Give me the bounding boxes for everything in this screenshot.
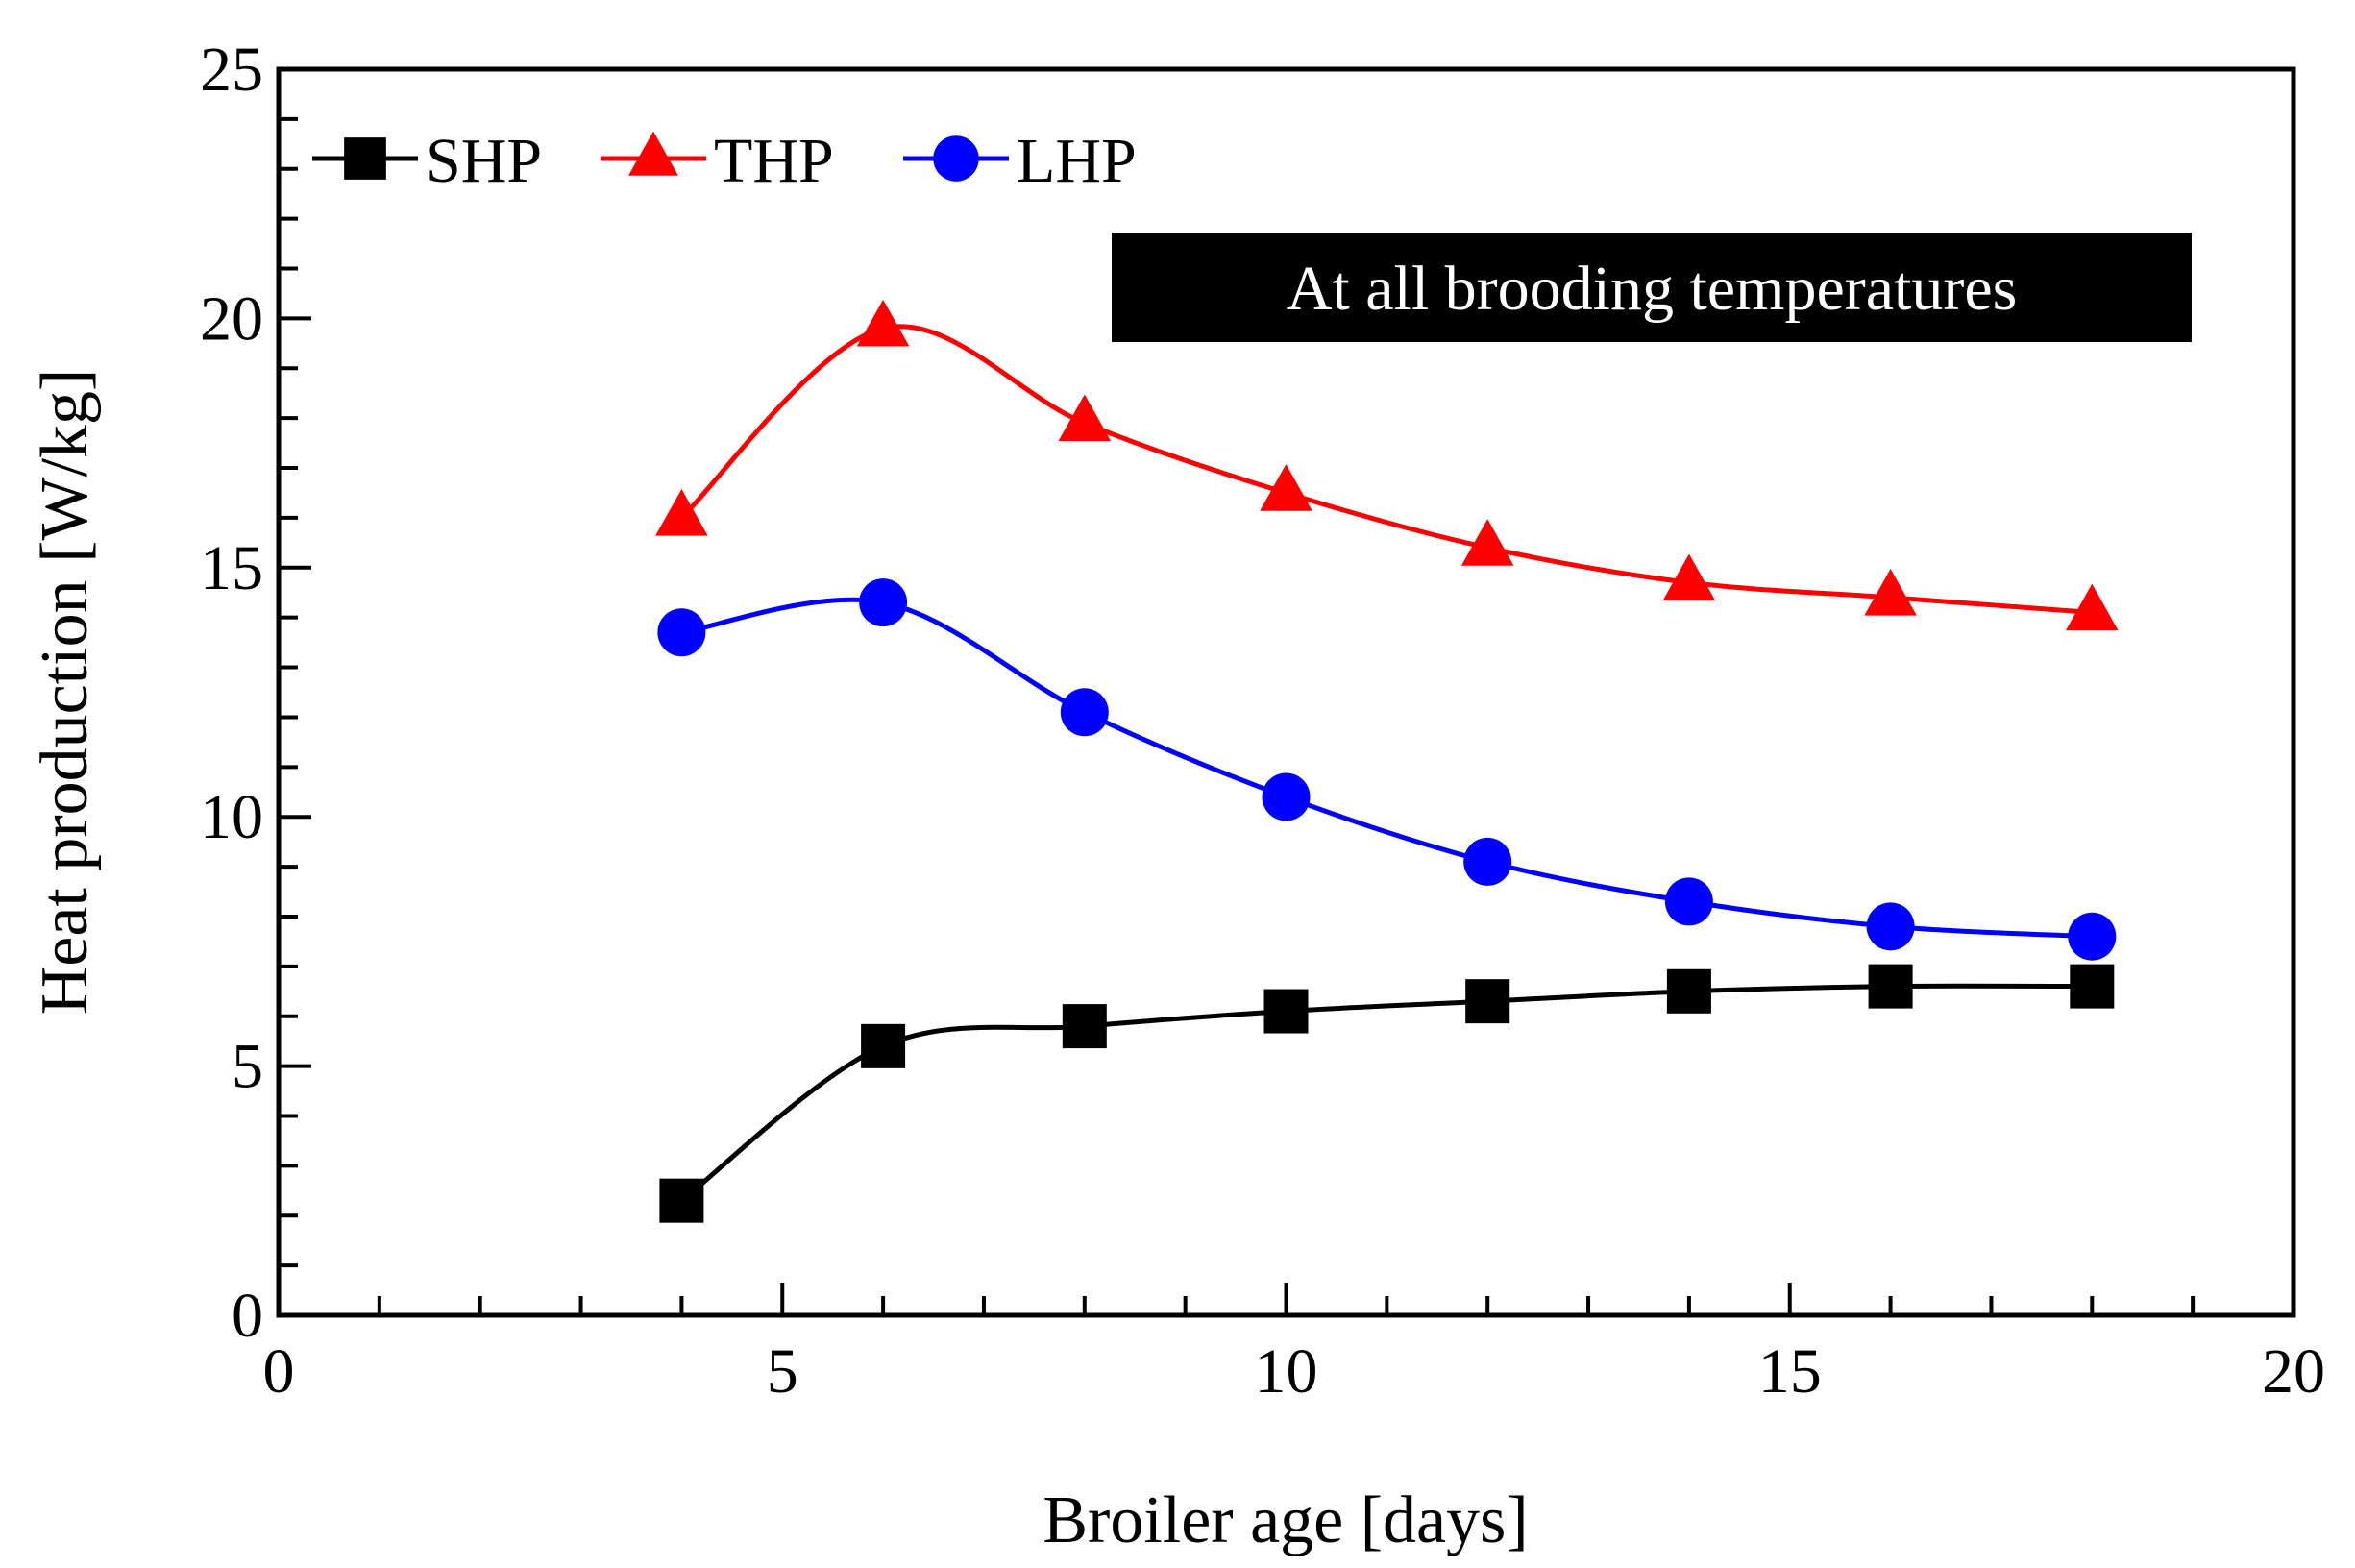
data-point-shp <box>1666 968 1711 1014</box>
y-tick-label: 5 <box>232 1032 263 1102</box>
data-point-thp <box>1864 569 1917 616</box>
legend-label-thp: THP <box>714 126 834 196</box>
series-layer <box>655 299 2119 1223</box>
data-point-thp <box>655 489 708 536</box>
data-point-shp <box>2070 964 2115 1009</box>
data-point-lhp <box>1664 877 1713 926</box>
y-tick-label: 20 <box>200 283 263 354</box>
y-tick-label: 25 <box>200 35 263 105</box>
y-tick-label: 0 <box>232 1281 263 1351</box>
annotation-text: At all brooding temperatures <box>1287 254 2018 324</box>
annotation-box: At all brooding temperatures <box>1112 233 2192 342</box>
data-point-lhp <box>657 608 706 657</box>
series-thp <box>655 299 2119 631</box>
legend-item-thp: THP <box>601 126 834 196</box>
data-point-shp <box>1062 1004 1107 1049</box>
legend-label-lhp: LHP <box>1017 126 1137 196</box>
x-axis-title: Broiler age [days] <box>1043 1483 1528 1557</box>
data-point-shp <box>1465 979 1510 1024</box>
data-point-lhp <box>2068 912 2117 961</box>
data-point-lhp <box>1262 772 1311 821</box>
legend-marker-shp <box>344 137 386 180</box>
data-point-thp <box>1058 394 1112 442</box>
data-point-shp <box>1868 964 1913 1009</box>
x-tick-label: 10 <box>1255 1336 1318 1407</box>
y-tick-label: 15 <box>200 533 263 603</box>
data-point-shp <box>659 1178 704 1223</box>
series-line-shp <box>679 983 2093 1203</box>
x-tick-label: 0 <box>263 1336 295 1407</box>
data-point-thp <box>1460 519 1514 566</box>
series-line-lhp <box>681 597 2093 940</box>
annotation-background <box>1112 233 2192 342</box>
series-lhp <box>657 578 2117 961</box>
x-tick-label: 5 <box>767 1336 798 1407</box>
data-point-shp <box>1263 989 1309 1034</box>
series-line-thp <box>679 324 2093 615</box>
legend-item-shp: SHP <box>312 126 542 196</box>
data-point-lhp <box>1463 837 1512 886</box>
data-point-lhp <box>1866 902 1915 951</box>
legend-marker-lhp <box>933 135 979 182</box>
x-tick-label: 20 <box>2262 1336 2325 1407</box>
legend-label-shp: SHP <box>426 126 542 196</box>
x-tick-label: 15 <box>1758 1336 1822 1407</box>
label-layer: 0 5 10 15 20 0 5 10 15 20 25 <box>200 35 2325 1407</box>
data-point-shp <box>861 1023 906 1068</box>
data-point-thp <box>856 299 910 347</box>
series-shp <box>659 964 2115 1223</box>
legend-marker-thp <box>628 131 678 176</box>
legend: SHP THP LHP <box>312 126 1137 196</box>
tick-layer <box>277 67 2295 1317</box>
legend-item-lhp: LHP <box>903 126 1137 196</box>
data-point-thp <box>1260 464 1312 511</box>
data-point-lhp <box>1060 688 1109 737</box>
data-point-thp <box>1662 553 1716 601</box>
y-tick-label: 10 <box>200 782 263 852</box>
data-point-thp <box>2066 583 2119 631</box>
data-point-lhp <box>859 578 908 627</box>
y-axis-title: Heat production [W/kg] <box>28 369 102 1016</box>
